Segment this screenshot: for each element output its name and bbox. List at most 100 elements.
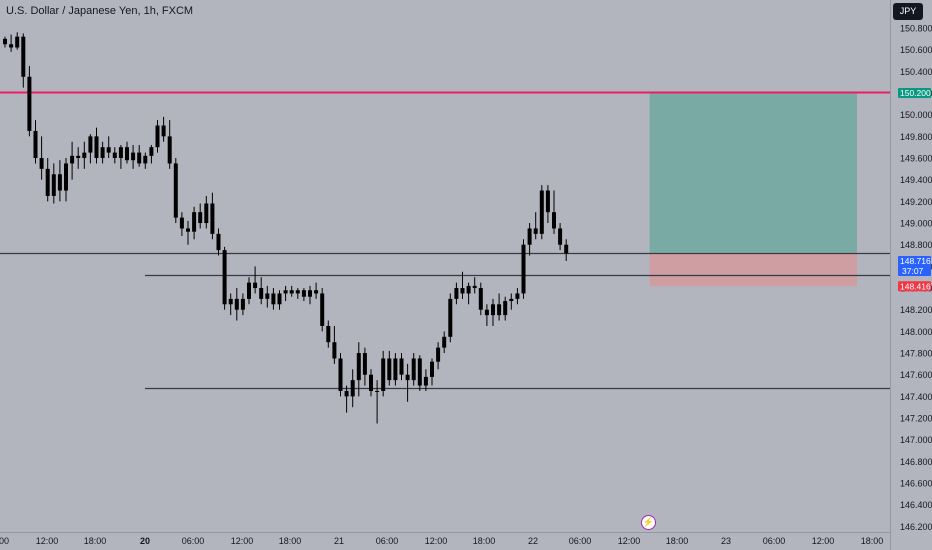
target-price-tag-bg — [898, 88, 931, 99]
candle-body — [228, 298, 233, 305]
candle — [326, 320, 331, 348]
candle — [155, 120, 160, 153]
loss-zone[interactable] — [649, 252, 857, 287]
currency-button[interactable]: JPY — [893, 3, 923, 20]
stop-price-tag-bg — [898, 281, 931, 292]
candle-body — [173, 163, 178, 218]
candle-body — [82, 152, 87, 159]
candle-body — [64, 163, 68, 191]
candle — [277, 290, 282, 310]
candle — [204, 195, 209, 229]
y-tick-label: 147.800 — [900, 349, 932, 359]
candle — [430, 358, 434, 386]
candle — [478, 282, 483, 316]
candle — [192, 206, 197, 240]
candle — [39, 136, 44, 180]
candle-body — [247, 282, 251, 299]
candle — [179, 212, 184, 237]
candle — [533, 212, 538, 240]
candle — [118, 145, 123, 169]
target-price-tag: 150.200 — [898, 88, 931, 98]
candle — [131, 145, 136, 169]
candle-body — [88, 136, 93, 153]
candle-body — [387, 358, 392, 381]
y-tick-label: 150.400 — [900, 67, 932, 77]
candle — [423, 369, 428, 391]
y-tick-label: 147.000 — [900, 435, 932, 445]
candle-body — [149, 147, 154, 156]
x-tick-label: 06:00 — [376, 536, 399, 546]
candle-body — [430, 361, 434, 377]
candle-body — [423, 376, 428, 386]
candle-body — [283, 290, 288, 294]
candle — [454, 282, 459, 305]
candle-body — [417, 358, 422, 386]
candle-body — [186, 228, 190, 232]
candle-body — [57, 174, 62, 191]
candle-body — [45, 168, 50, 196]
candle-body — [552, 212, 556, 229]
candle — [320, 288, 325, 332]
candle — [332, 325, 337, 364]
lightning-bolt-icon[interactable]: ⚡ — [641, 515, 656, 530]
candle-body — [131, 152, 136, 161]
candle — [393, 353, 398, 386]
y-tick-label: 149.800 — [900, 132, 932, 142]
candle-body — [198, 212, 203, 224]
candle — [88, 134, 93, 164]
candle-body — [308, 290, 312, 297]
y-tick-label: 149.200 — [900, 197, 932, 207]
x-tick-label: 21 — [334, 536, 344, 546]
candle-body — [448, 298, 453, 337]
profit-zone[interactable] — [649, 93, 857, 253]
x-tick-label: 18:00 — [84, 536, 107, 546]
candle-body — [539, 190, 544, 234]
x-tick-label: 18:00 — [666, 536, 689, 546]
x-tick-label: 22 — [528, 536, 538, 546]
y-tick-label: 148.200 — [900, 305, 932, 315]
candle — [527, 223, 532, 256]
candle — [289, 285, 294, 297]
candle — [497, 293, 502, 321]
candle-body — [21, 36, 26, 77]
candle-body — [533, 228, 538, 234]
candle-body — [442, 336, 447, 348]
candle-body — [253, 282, 258, 289]
candle — [338, 353, 343, 397]
x-tick-label: 06:00 — [569, 536, 592, 546]
candle-body — [192, 212, 197, 232]
candle-body — [9, 44, 14, 48]
candle-body — [167, 136, 172, 164]
candle-body — [472, 285, 477, 289]
candle-body — [484, 309, 489, 316]
candle — [381, 350, 386, 397]
candle — [210, 192, 215, 240]
y-tick-label: 148.800 — [900, 240, 932, 250]
candle — [161, 116, 166, 142]
stop-price-tag-text: 148.416 — [900, 282, 931, 292]
candle — [76, 147, 81, 169]
candle-body — [362, 353, 367, 375]
candle-body — [161, 125, 166, 137]
y-tick-label: 150.800 — [900, 24, 932, 34]
candle-body — [240, 298, 245, 310]
y-tick-label: 147.200 — [900, 414, 932, 424]
candle-body — [497, 304, 502, 316]
candle — [15, 32, 20, 50]
candle — [234, 288, 239, 321]
candle — [308, 285, 312, 305]
candle — [33, 120, 38, 164]
candle — [545, 185, 550, 224]
x-tick-label: 18:00 — [861, 536, 884, 546]
candle — [45, 158, 50, 202]
candle — [137, 145, 142, 167]
candle-body — [436, 347, 441, 362]
candle-body — [210, 203, 215, 234]
candle — [448, 293, 453, 343]
candles — [3, 32, 569, 424]
candle-body — [454, 288, 459, 299]
candle-body — [491, 304, 495, 316]
candle-body — [375, 390, 380, 392]
